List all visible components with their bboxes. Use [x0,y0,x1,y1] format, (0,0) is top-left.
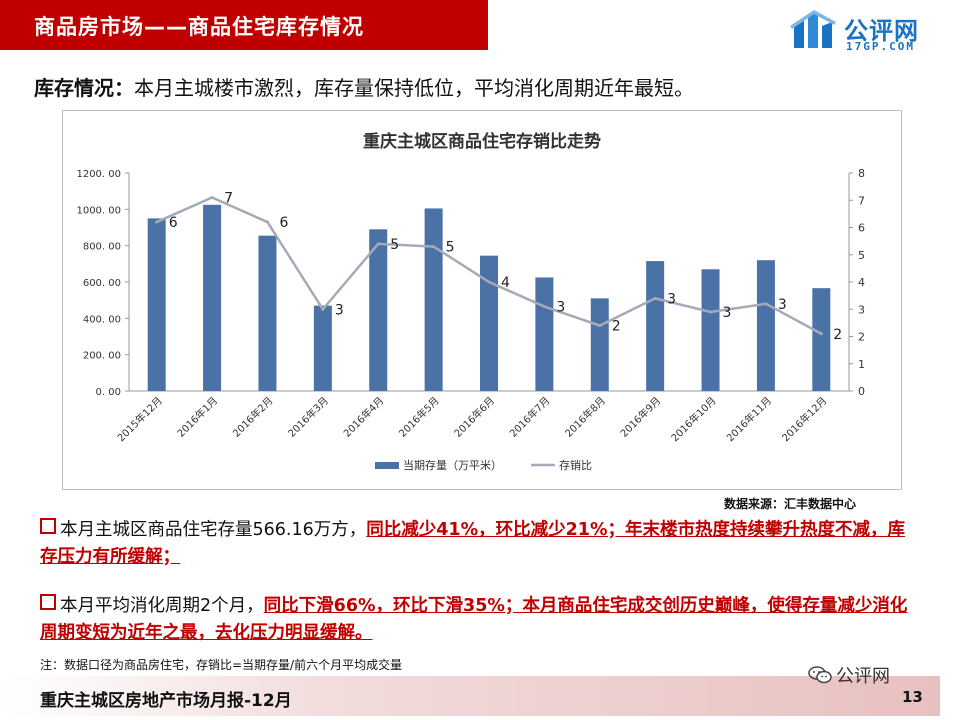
inventory-chart: 重庆主城区商品住宅存销比走势 0. 00 200. 00 400. 00 600. 00… [76,131,865,472]
checkbox-bullet-icon [40,594,56,610]
x-axis-tick-label: 2016年7月 [507,394,553,440]
line-ratio-data-label: 6 [279,215,288,231]
line-ratio-point [432,245,436,249]
line-ratio-point [321,307,325,311]
bar-inventory [313,305,332,391]
bar-inventory [756,260,775,391]
page-title: 商品房市场——商品住宅库存情况 [34,15,364,39]
bar-inventory [812,288,831,391]
x-axis-tick-label: 2016年8月 [562,394,608,440]
line-ratio-point [265,220,269,224]
left-axis-tick-label: 400. 00 [83,314,121,325]
bar-inventory [424,208,443,391]
footer-bar: 重庆主城区房地产市场月报-12月 [0,676,940,716]
chart-title: 重庆主城区商品住宅存销比走势 [363,131,601,152]
x-axis-tick-label: 2016年3月 [285,394,331,440]
line-ratio-data-label: 3 [556,300,565,316]
left-axis-tick-label: 0. 00 [96,387,121,398]
line-ratio-data-label: 3 [667,291,676,307]
line-ratio-point [819,332,823,336]
line-ratio-data-label: 5 [390,237,399,253]
bar-inventory [701,269,720,391]
bar-inventory [258,235,277,391]
left-axis-tick-label: 1200. 00 [76,169,121,180]
bar-inventory [369,229,388,391]
bullet-inventory: 本月主城区商品住宅存量566.16万方，同比减少41%，环比减少21%；年末楼市… [40,517,920,571]
line-ratio-data-label: 2 [833,327,842,343]
chart-frame: 重庆主城区商品住宅存销比走势 0. 00 200. 00 400. 00 600. 00… [62,110,902,490]
right-axis-tick-label: 0 [858,385,865,398]
bar-inventory [646,261,665,391]
checkbox-bullet-icon [40,518,56,534]
footer-title: 重庆主城区房地产市场月报-12月 [40,691,292,711]
x-axis-tick-label: 2016年5月 [396,394,442,440]
right-axis-tick-label: 6 [858,222,865,235]
right-axis-tick-label: 5 [858,249,865,262]
line-ratio-point [764,302,768,306]
x-axis-tick-label: 2016年1月 [174,394,220,440]
right-axis-tick-label: 8 [858,167,865,180]
logo-text: 公评网 [844,17,919,45]
line-ratio-data-label: 3 [778,297,787,313]
line-ratio-point [653,296,657,300]
legend-label-line: 存销比 [559,458,592,472]
line-ratio-point [709,310,713,314]
header-bar: 商品房市场——商品住宅库存情况 [0,0,488,50]
bullet-highlight-text: 同比减少41%，环比减少21%；年末楼市热度持续攀升热度不减，库存压力有所缓解； [40,520,906,567]
x-axis-tick-label: 2016年4月 [341,394,387,440]
bar-inventory [535,277,554,391]
line-ratio-point [487,280,491,284]
headline-text: 本月主城楼市激烈，库存量保持低位，平均消化周期近年最短。 [134,76,694,100]
right-axis-tick-label: 1 [858,358,865,371]
line-ratio-point [542,305,546,309]
line-ratio-data-label: 3 [723,305,732,321]
left-axis-tick-label: 800. 00 [83,242,121,253]
bar-inventory [480,255,498,391]
legend-swatch-bar [375,462,399,469]
line-ratio-data-label: 5 [446,240,455,256]
right-axis-tick-label: 3 [858,303,865,316]
x-axis-tick-label: 2015年12月 [114,394,164,444]
watermark-text: 公评网 [836,666,890,687]
bullet-plain-text: 本月主城区商品住宅存量566.16万方， [60,520,367,540]
line-ratio-data-label: 3 [335,302,344,318]
headline-label: 库存情况： [34,76,134,100]
wechat-icon [808,666,832,684]
right-axis-tick-label: 4 [858,276,865,289]
logo: 公评网 17GP.COM [788,8,948,54]
x-axis-tick-label: 2016年6月 [451,394,497,440]
headline: 库存情况：本月主城楼市激烈，库存量保持低位，平均消化周期近年最短。 [34,72,694,101]
data-source: 数据来源：汇丰数据中心 [724,497,857,511]
legend-label-bar: 当期存量（万平米） [403,458,502,472]
left-axis-tick-label: 1000. 00 [76,205,121,216]
bullet-digestion-cycle: 本月平均消化周期2个月，同比下滑66%，环比下滑35%；本月商品住宅成交创历史巅… [40,593,920,647]
logo-icon [790,10,836,48]
right-axis-tick-label: 2 [858,331,865,344]
line-ratio-data-label: 2 [612,319,621,335]
line-ratio-point [376,242,380,246]
left-axis-tick-label: 600. 00 [83,278,121,289]
line-ratio-data-label: 4 [501,275,510,291]
x-axis-tick-label: 2016年2月 [230,394,276,440]
wechat-watermark: 公评网 [808,662,890,688]
footnote: 注：数据口径为商品房住宅，存销比=当期存量/前六个月平均成交量 [40,658,403,672]
line-ratio-point [598,324,602,328]
line-ratio-point [210,196,214,200]
bar-inventory [590,298,609,391]
bullet-highlight-text: 同比下滑66%，环比下滑35%；本月商品住宅成交创历史巅峰，使得存量减少消化周期… [40,596,908,643]
logo-subtext: 17GP.COM [846,40,915,53]
x-axis-tick-label: 2016年12月 [779,394,829,444]
left-axis-tick-label: 200. 00 [83,351,121,362]
page-number: 13 [902,688,923,706]
line-ratio-data-label: 7 [224,191,233,207]
x-axis-tick-label: 2016年9月 [617,394,663,440]
right-axis-tick-label: 7 [858,194,865,207]
line-ratio-data-label: 6 [169,215,178,231]
x-axis-tick-label: 2016年11月 [724,394,774,444]
bar-inventory [203,204,222,391]
bar-inventory [147,218,166,391]
x-axis-tick-label: 2016年10月 [668,394,718,444]
bullet-plain-text: 本月平均消化周期2个月， [60,596,264,616]
line-ratio-point [155,220,159,224]
